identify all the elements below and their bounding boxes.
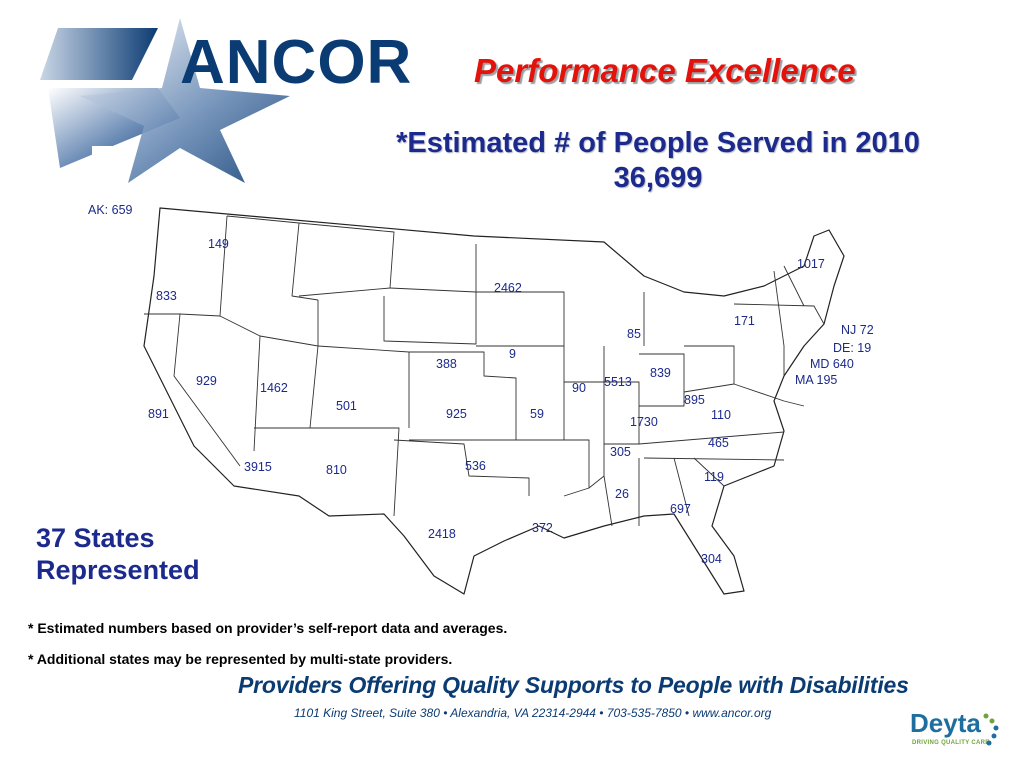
state-count-label: 2462 — [494, 281, 522, 295]
state-count-label: 929 — [196, 374, 217, 388]
state-count-label: 501 — [336, 399, 357, 413]
deyta-tagline: DRIVING QUALITY CARE — [912, 740, 990, 746]
page-title: Performance Excellence — [474, 52, 856, 89]
state-count-label: 891 — [148, 407, 169, 421]
state-count-label: 697 — [670, 502, 691, 516]
state-count-label: 304 — [701, 552, 722, 566]
footer-address: 1101 King Street, Suite 380 • Alexandria… — [294, 706, 772, 720]
state-count-label: 465 — [708, 436, 729, 450]
state-count-label: 171 — [734, 314, 755, 328]
state-count-label: 536 — [465, 459, 486, 473]
us-outline-map — [143, 207, 845, 595]
state-count-label: MD 640 — [810, 357, 854, 371]
state-count-label: 925 — [446, 407, 467, 421]
ancor-logo: ANCOR — [40, 18, 411, 183]
state-count-label: 839 — [650, 366, 671, 380]
states-count: 37 States — [36, 523, 155, 553]
dots-icon — [983, 713, 999, 746]
state-count-label: 59 — [530, 407, 544, 421]
state-count-label: NJ 72 — [841, 323, 874, 337]
subtitle-total: 36,699 — [613, 161, 703, 194]
state-count-label: 1462 — [260, 381, 288, 395]
state-count-label: 895 — [684, 393, 705, 407]
state-count-label: 85 — [627, 327, 641, 341]
state-count-label: 1017 — [797, 257, 825, 271]
state-count-label: 833 — [156, 289, 177, 303]
footnote-2: * Additional states may be represented b… — [28, 651, 453, 667]
footnote-1: * Estimated numbers based on provider’s … — [28, 620, 508, 636]
state-count-label: 1730 — [630, 415, 658, 429]
states-represented: 37 States Represented — [36, 522, 200, 587]
subtitle: *Estimated # of People Served in 2010 36… — [340, 126, 976, 196]
state-count-label: DE: 19 — [833, 341, 872, 355]
footer-tagline: Providers Offering Quality Supports to P… — [238, 672, 909, 698]
logo-wordmark: ANCOR — [180, 28, 413, 97]
state-count-label: AK: 659 — [88, 203, 133, 217]
state-count-label: 9 — [509, 347, 516, 361]
state-count-label: 149 — [208, 237, 229, 251]
state-count-label: 90 — [572, 381, 586, 395]
us-map: AK: 659 149 833 891 929 1462 3915 501 810 2418 388… — [84, 196, 904, 616]
state-count-label: MA 195 — [795, 373, 838, 387]
state-count-label: 305 — [610, 445, 631, 459]
state-count-label: 372 — [532, 521, 553, 535]
state-count-label: 26 — [615, 487, 629, 501]
deyta-logo: Deyta DRIVING QUALITY CARE — [910, 710, 1010, 760]
state-count-label: 810 — [326, 463, 347, 477]
deyta-wordmark: Deyta — [910, 708, 981, 738]
subtitle-line-1: *Estimated # of People Served in 2010 — [396, 127, 920, 159]
state-count-label: 388 — [436, 357, 457, 371]
star-swoosh-icon — [40, 18, 290, 183]
state-count-label: 110 — [711, 408, 731, 422]
state-count-label: 3915 — [244, 460, 272, 474]
states-represented-label: Represented — [36, 555, 200, 586]
state-count-label: 5513 — [604, 375, 632, 389]
state-count-label: 119 — [704, 470, 724, 484]
state-count-label: 2418 — [428, 527, 456, 541]
